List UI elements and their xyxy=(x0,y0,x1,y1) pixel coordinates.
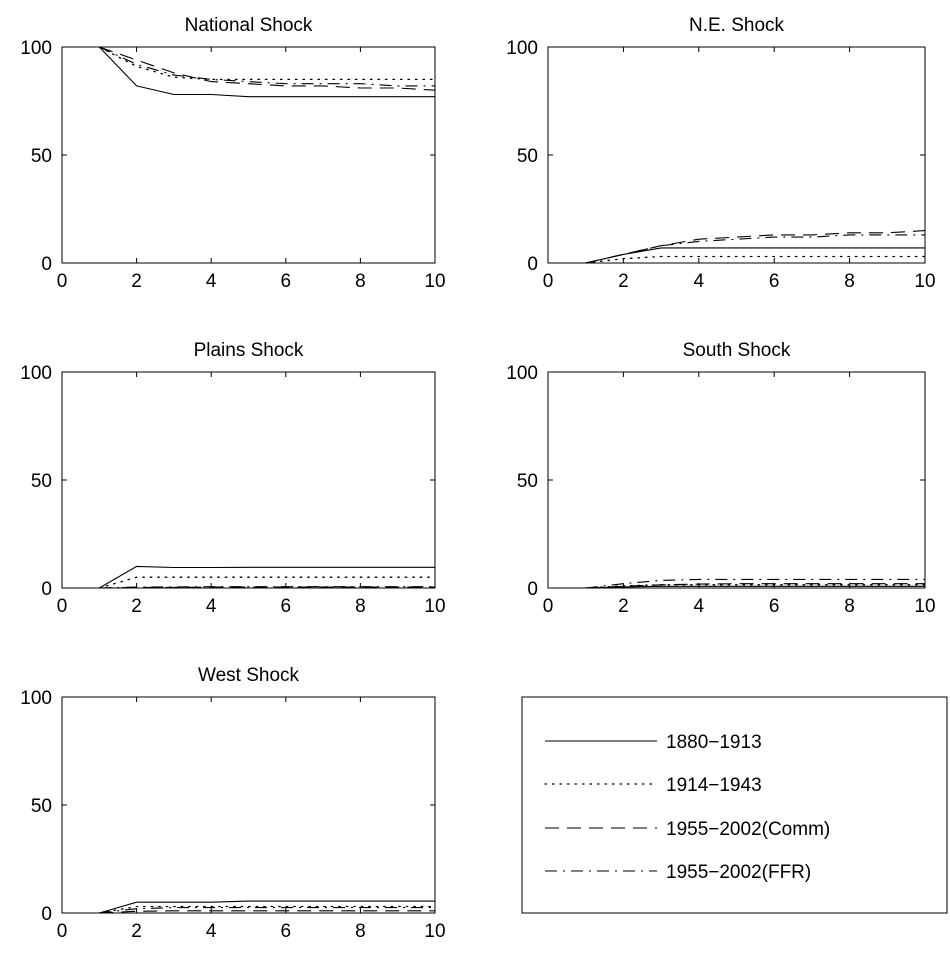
y-tick-label: 100 xyxy=(20,38,52,59)
series-line-dashdot xyxy=(99,46,435,87)
panel-title: National Shock xyxy=(185,15,313,36)
series-line-dotted xyxy=(98,905,436,914)
series-line-dotted xyxy=(98,46,436,81)
panel-title: Plains Shock xyxy=(194,340,304,361)
axes-frame xyxy=(547,46,926,264)
series-line-dashdot xyxy=(99,907,435,914)
legend: 1880−1913 1914−1943 1955−2002(Comm) 1955−20… xyxy=(521,696,948,914)
y-tick-label: 50 xyxy=(517,471,538,492)
y-tick-label: 100 xyxy=(506,38,538,59)
x-tick-label: 6 xyxy=(281,271,292,292)
x-tick-label: 2 xyxy=(618,596,629,617)
y-tick-label: 100 xyxy=(20,688,52,709)
series-line-dotted xyxy=(585,255,926,264)
panel-title: West Shock xyxy=(198,665,300,686)
x-tick-label: 8 xyxy=(355,271,366,292)
x-tick-label: 6 xyxy=(769,596,780,617)
y-tick-label: 0 xyxy=(527,254,538,275)
y-tick-label: 0 xyxy=(41,579,52,600)
x-tick-label: 2 xyxy=(618,271,629,292)
x-tick-label: 10 xyxy=(914,596,935,617)
x-tick-label: 4 xyxy=(694,271,705,292)
x-tick-label: 8 xyxy=(844,596,855,617)
series-line-dashdot xyxy=(585,578,925,589)
x-tick-label: 4 xyxy=(206,271,217,292)
y-tick-label: 0 xyxy=(41,254,52,275)
panel-title: South Shock xyxy=(683,340,791,361)
x-tick-label: 10 xyxy=(424,271,445,292)
x-tick-label: 0 xyxy=(57,271,68,292)
y-tick-label: 50 xyxy=(31,796,52,817)
y-tick-label: 0 xyxy=(41,904,52,925)
x-tick-label: 6 xyxy=(281,921,292,942)
x-tick-label: 10 xyxy=(424,921,445,942)
y-tick-label: 100 xyxy=(506,363,538,384)
x-tick-label: 8 xyxy=(844,271,855,292)
legend-box xyxy=(521,696,948,914)
x-tick-label: 4 xyxy=(694,596,705,617)
x-tick-label: 8 xyxy=(355,921,366,942)
y-tick-label: 0 xyxy=(527,579,538,600)
x-tick-label: 8 xyxy=(355,596,366,617)
y-tick-label: 50 xyxy=(31,471,52,492)
y-tick-label: 50 xyxy=(31,146,52,167)
series-line-solid xyxy=(585,247,925,264)
x-tick-label: 2 xyxy=(131,921,142,942)
y-tick-label: 100 xyxy=(20,363,52,384)
x-tick-label: 0 xyxy=(543,596,554,617)
x-tick-label: 0 xyxy=(57,921,68,942)
series-line-dashdot xyxy=(585,234,925,264)
axes-frame xyxy=(61,371,436,589)
series-line-solid xyxy=(99,565,435,589)
axes-frame xyxy=(61,696,436,914)
x-tick-label: 4 xyxy=(206,596,217,617)
panel-title: N.E. Shock xyxy=(689,15,785,36)
series-line-dashed xyxy=(99,910,435,914)
x-tick-label: 4 xyxy=(206,921,217,942)
legend-label: 1880−1913 xyxy=(666,732,762,753)
series-line-dashdot xyxy=(99,586,435,589)
series-line-dashed xyxy=(585,230,926,264)
legend-label: 1914−1943 xyxy=(666,775,762,796)
x-tick-label: 6 xyxy=(769,271,780,292)
x-tick-label: 6 xyxy=(281,596,292,617)
x-tick-label: 10 xyxy=(914,271,935,292)
legend-label: 1955−2002(Comm) xyxy=(666,819,830,840)
series-line-solid xyxy=(99,900,435,914)
axes-frame xyxy=(547,371,926,589)
series-line-solid xyxy=(98,46,435,98)
y-tick-label: 50 xyxy=(517,146,538,167)
x-tick-label: 10 xyxy=(424,596,445,617)
series-line-solid xyxy=(585,585,925,589)
x-tick-label: 2 xyxy=(131,271,142,292)
x-tick-label: 2 xyxy=(131,596,142,617)
series-line-dashed xyxy=(585,583,925,589)
legend-label: 1955−2002(FFR) xyxy=(666,862,811,883)
x-tick-label: 0 xyxy=(57,596,68,617)
x-tick-label: 0 xyxy=(543,271,554,292)
